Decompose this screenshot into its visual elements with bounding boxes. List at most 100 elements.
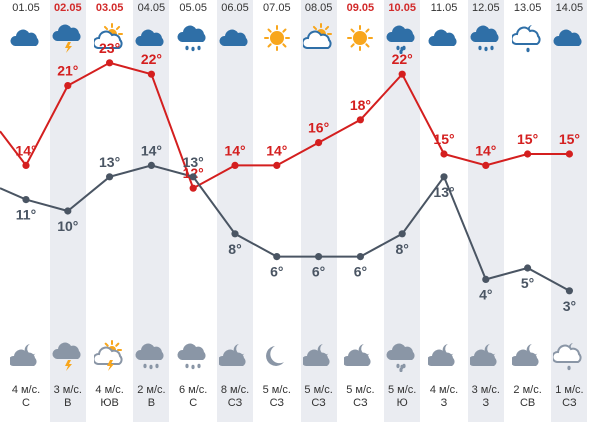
wind-cell: 8 м/с. СЗ (214, 384, 256, 410)
date-label: 12.05 (472, 2, 500, 14)
rain-icon (177, 340, 209, 372)
wind-direction: Ю (396, 397, 408, 409)
max-temperature-label: 14° (475, 142, 496, 158)
date-label: 09.05 (346, 2, 375, 14)
wind-direction: СЗ (227, 397, 243, 409)
wind-cell: 5 м/с. СЗ (298, 384, 340, 410)
date-label: 04.05 (137, 2, 166, 14)
wind-direction: В (147, 397, 156, 409)
min-temperature-point (273, 253, 281, 261)
min-temperature-label: 13° (183, 154, 204, 170)
wind-direction: СЗ (353, 397, 368, 409)
min-temperature-line (0, 164, 570, 292)
max-temperature-label: 21° (57, 63, 78, 79)
wind-speed: 5 м/с. (346, 384, 375, 396)
wind-direction: СВ (519, 397, 536, 409)
max-temperature-label: 14° (15, 142, 36, 158)
cloud-icon (553, 22, 585, 54)
max-temperature-point (356, 116, 364, 124)
max-temperature-point (189, 184, 197, 192)
wind-direction: В (64, 397, 72, 409)
wind-cell: 4 м/с. ЮВ (89, 384, 131, 410)
wind-speed: 4 м/с. (95, 384, 124, 396)
drizzle-icon (386, 22, 418, 55)
max-temperature-point (273, 161, 281, 169)
min-temperature-point (524, 264, 532, 272)
date-label: 08.05 (304, 2, 333, 14)
date-label: 06.05 (221, 2, 249, 14)
wind-speed: 5 м/с. (304, 384, 333, 396)
wind-speed: 5 м/с. (262, 384, 291, 396)
wind-speed: 4 м/с. (11, 384, 41, 396)
min-temperature-point (189, 173, 197, 181)
wind-speed: 2 м/с. (513, 384, 542, 396)
min-temperature-point (22, 196, 30, 204)
wind-speed: 4 м/с. (429, 384, 459, 396)
max-temperature-point (231, 161, 239, 169)
max-temperature-label: 15° (559, 131, 580, 147)
wind-cell: 5 м/с. СЗ (339, 384, 381, 410)
max-temperature-point (147, 70, 155, 78)
wind-cell: 5 м/с. СЗ (256, 384, 298, 410)
wind-direction: ЮВ (100, 397, 119, 409)
max-temperature-label: 22° (392, 51, 413, 67)
wind-cell: 5 м/с. Ю (381, 384, 423, 410)
max-temperature-label: 18° (350, 97, 371, 113)
drizzle-night-icon (551, 340, 585, 372)
date-label: 03.05 (95, 2, 124, 14)
max-temperature-point (440, 150, 448, 158)
date-label: 05.05 (179, 2, 207, 14)
moon-icon (261, 340, 293, 372)
cloud-night-icon (217, 340, 251, 372)
min-temperature-point (106, 173, 114, 181)
min-temperature-point (356, 253, 364, 261)
cloud-night-icon (510, 340, 544, 372)
wind-speed: 1 м/с. (555, 384, 584, 396)
cloud-icon (10, 22, 42, 54)
max-temperature-label: 12° (183, 165, 204, 181)
wind-cell: 4 м/с. З (423, 384, 465, 410)
wind-direction: С (22, 397, 30, 409)
min-temperature-label: 11° (16, 207, 36, 223)
max-temperature-point (565, 150, 574, 158)
rain-icon (135, 340, 167, 372)
wind-direction: З (482, 397, 490, 409)
min-temperature-label: 13° (433, 184, 454, 200)
sun-icon (261, 22, 293, 54)
max-temperature-label: 16° (308, 120, 329, 136)
wind-speed: 6 м/с. (179, 384, 208, 396)
wind-speed: 3 м/с. (53, 384, 82, 396)
max-temperature-label: 15° (517, 131, 538, 147)
min-temperature-label: 3° (563, 298, 576, 314)
date-label: 11.05 (430, 2, 458, 14)
wind-direction: С (189, 397, 198, 409)
min-temperature-point (231, 230, 239, 238)
partly-cloudy-icon (301, 22, 335, 54)
max-temperature-label: 15° (433, 131, 454, 147)
rain-icon (470, 22, 502, 54)
date-label: 01.05 (12, 2, 40, 14)
wind-cell: 2 м/с. В (130, 384, 172, 410)
min-temperature-label: 13° (99, 154, 120, 170)
max-temperature-label: 22° (141, 51, 162, 67)
min-temperature-label: 14° (141, 142, 162, 158)
wind-direction: СЗ (269, 397, 285, 409)
min-temperature-label: 6° (312, 264, 325, 280)
date-label: 13.05 (513, 2, 542, 14)
thunderstorm-icon (52, 22, 84, 54)
min-temperature-label: 6° (354, 264, 367, 280)
wind-cell: 3 м/с. В (47, 384, 89, 410)
min-temperature-label: 6° (270, 264, 283, 280)
max-temperature-point (64, 82, 72, 90)
cloud-night-icon (342, 340, 376, 372)
max-temperature-point (524, 150, 532, 158)
cloud-night-drizzle-icon (510, 22, 544, 54)
min-temperature-point (565, 287, 574, 295)
date-label: 02.05 (54, 2, 82, 14)
max-temperature-line (0, 61, 570, 190)
cloud-icon (135, 22, 167, 54)
wind-cell: 3 м/с. З (465, 384, 507, 410)
partly-cloudy-icon (92, 22, 126, 54)
max-temperature-label: 14° (224, 142, 245, 158)
